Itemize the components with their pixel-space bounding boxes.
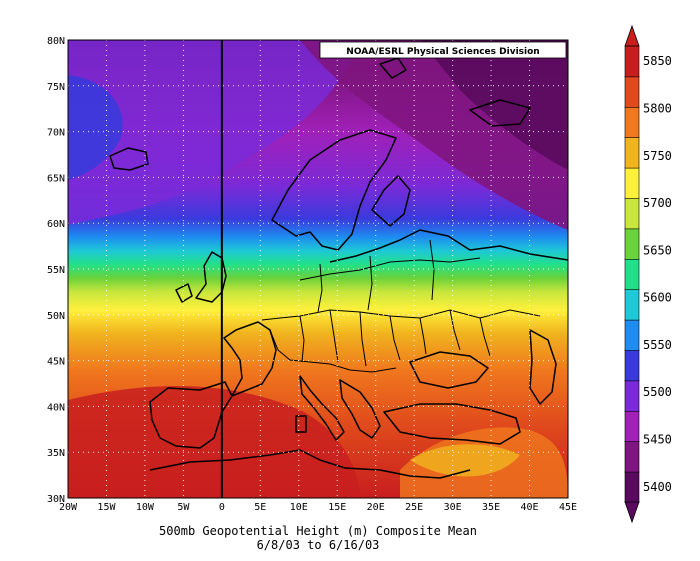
lat-tick-label: 70N xyxy=(47,128,65,139)
lat-tick-label: 50N xyxy=(47,311,65,322)
colorbar-tick-label: 5850 xyxy=(643,54,672,68)
lon-tick-label: 15E xyxy=(328,502,346,513)
colorbar-segment xyxy=(624,106,640,139)
colorbar-tick-label: 5500 xyxy=(643,385,672,399)
lon-tick-label: 15W xyxy=(97,502,116,513)
lon-tick-label: 10W xyxy=(136,502,155,513)
lon-tick-label: 25E xyxy=(405,502,423,513)
colorbar-segment xyxy=(624,136,640,169)
colorbar-tick-label: 5600 xyxy=(643,291,672,305)
coastlines xyxy=(109,57,568,479)
lon-tick-label: 45E xyxy=(559,502,577,513)
colorbar-segment xyxy=(624,319,640,351)
colorbar-labels: 5850 5800 5750 5700 5650 5600 5550 5500 5450 5400 xyxy=(643,54,672,494)
lon-tick-label: 5E xyxy=(254,502,266,513)
caption-line-1: 500mb Geopotential Height (m) Composite … xyxy=(159,524,477,538)
colorbar-segment xyxy=(624,167,640,199)
colorbar-segment xyxy=(624,349,640,382)
country-borders xyxy=(261,239,541,373)
credit-box: NOAA/ESRL Physical Sciences Division xyxy=(319,41,567,59)
colorbar-segment xyxy=(624,197,640,230)
colorbar-segment xyxy=(624,471,640,503)
colorbar-tick-label: 5400 xyxy=(643,480,672,494)
colorbar-segment xyxy=(624,380,640,412)
lon-tick-label: 40E xyxy=(521,502,539,513)
colorbar-segment xyxy=(624,76,640,108)
lat-tick-label: 60N xyxy=(47,219,65,230)
lat-tick-label: 80N xyxy=(47,36,65,47)
caption-line-2: 6/8/03 to 6/16/03 xyxy=(257,538,380,552)
latitude-labels: 30N 35N 40N 45N 50N 55N 60N 65N 70N 75N 80N xyxy=(47,36,65,505)
colorbar-segment xyxy=(624,228,640,260)
lat-tick-label: 35N xyxy=(47,448,65,459)
credit-text: NOAA/ESRL Physical Sciences Division xyxy=(346,47,539,57)
lon-tick-label: 30E xyxy=(444,502,462,513)
lon-tick-label: 20W xyxy=(59,502,78,513)
lon-tick-label: 35E xyxy=(482,502,500,513)
lat-tick-label: 45N xyxy=(47,357,65,368)
colorbar-tick-label: 5450 xyxy=(643,433,672,447)
colorbar-segment xyxy=(624,45,640,78)
colorbar-tick-label: 5550 xyxy=(643,338,672,352)
lat-tick-label: 30N xyxy=(47,494,65,505)
lon-tick-label: 0 xyxy=(219,502,225,513)
colorbar-segment xyxy=(624,288,640,321)
lat-tick-label: 40N xyxy=(47,402,65,413)
lon-tick-label: 20E xyxy=(367,502,385,513)
colorbar-segment xyxy=(624,440,640,473)
colorbar-max-arrow xyxy=(624,24,640,47)
colorbar-tick-label: 5750 xyxy=(643,149,672,163)
lat-tick-label: 55N xyxy=(47,265,65,276)
lon-tick-label: 10E xyxy=(290,502,308,513)
grid-lines xyxy=(68,40,568,498)
colorbar-segment xyxy=(624,258,640,290)
longitude-labels: 20W 15W 10W 5W 0 5E 10E 15E 20E 25E 30E 35E 40E 45E xyxy=(59,502,577,513)
geopotential-field xyxy=(68,40,568,498)
colorbar-segment xyxy=(624,410,640,442)
colorbar-tick-label: 5800 xyxy=(643,101,672,115)
plot-frame xyxy=(67,39,569,499)
lat-tick-label: 75N xyxy=(47,82,65,93)
lon-tick-label: 5W xyxy=(177,502,190,513)
colorbar-min-arrow xyxy=(624,501,640,524)
colorbar-tick-label: 5650 xyxy=(643,243,672,257)
lat-tick-label: 65N xyxy=(47,173,65,184)
colorbar-tick-label: 5700 xyxy=(643,196,672,210)
colorbar xyxy=(624,24,640,524)
